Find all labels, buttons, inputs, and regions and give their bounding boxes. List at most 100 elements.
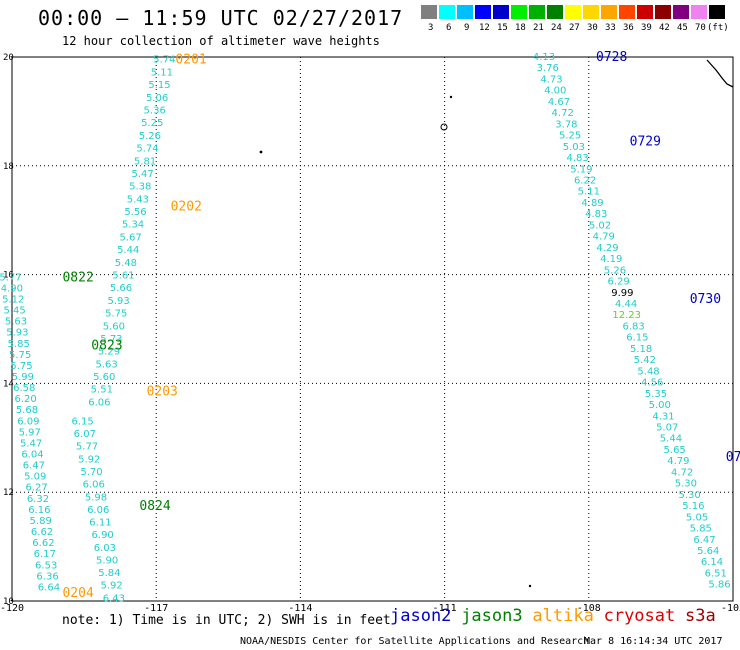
swh-value: 5.97 (19, 427, 41, 438)
swh-value: 6.20 (14, 394, 36, 405)
generated-timestamp: Mar 8 16:14:34 UTC 2017 (584, 636, 723, 647)
island (440, 123, 448, 131)
swh-value: 5.90 (96, 555, 118, 566)
swh-value: 5.81 (134, 156, 156, 167)
swh-value: 6.15 (626, 333, 648, 344)
scale-label: 33 (605, 23, 616, 33)
swh-value: 5.75 (105, 309, 127, 320)
track-time-label: 0823 (91, 338, 122, 353)
legend-entry-jason2: jason2 (390, 606, 452, 626)
swh-value: 6.07 (74, 429, 96, 440)
swh-value: 4.19 (600, 254, 622, 265)
legend-entry-altika: altika (532, 606, 594, 626)
swh-value: 5.11 (578, 187, 600, 198)
scale-swatch (619, 5, 635, 19)
swh-value: 5.66 (110, 283, 132, 294)
swh-value: 6.36 (36, 571, 58, 582)
swh-value: 4.56 (641, 378, 663, 389)
swh-value: 5.70 (80, 467, 102, 478)
scale-label: 70 (695, 23, 706, 33)
scale-swatch (475, 5, 491, 19)
coastline (706, 59, 734, 88)
x-tick-label: -111 (433, 603, 457, 614)
scale-swatch (421, 5, 437, 19)
scale-swatch (583, 5, 599, 19)
swh-value: 6.90 (92, 530, 114, 541)
footer-note: note: 1) Time is in UTC; 2) SWH is in fe… (62, 613, 391, 628)
swh-value: 5.26 (139, 131, 161, 142)
x-tick-label: -117 (144, 603, 168, 614)
map-title: 00:00 — 11:59 UTC 02/27/2017 (38, 6, 404, 30)
swh-value: 4.00 (544, 86, 566, 97)
x-tick-label: -114 (288, 603, 312, 614)
swh-value: 5.18 (630, 344, 652, 355)
scale-label: 27 (569, 23, 580, 33)
swh-value: 6.15 (71, 416, 93, 427)
swh-value: 6.53 (35, 560, 57, 571)
x-tick-label: -105 (721, 603, 740, 614)
swh-value: 5.03 (563, 142, 585, 153)
swh-value: 5.44 (117, 245, 139, 256)
swh-value: 4.89 (581, 198, 603, 209)
scale-swatch (637, 5, 653, 19)
scale-swatch (655, 5, 671, 19)
swh-value: 5.75 (10, 361, 32, 372)
island (528, 584, 532, 588)
swh-value: 5.61 (112, 271, 134, 282)
swh-value: 4.79 (667, 456, 689, 467)
swh-value: 4.72 (552, 108, 574, 119)
swh-value: 3.76 (537, 63, 559, 74)
swh-value: 5.63 (5, 317, 27, 328)
swh-value: 5.09 (24, 472, 46, 483)
swh-value: 5.89 (30, 516, 52, 527)
swh-value: 5.19 (570, 164, 592, 175)
x-tick-label: -120 (0, 603, 24, 614)
swh-value: 5.86 (708, 580, 730, 591)
scale-swatch (673, 5, 689, 19)
swh-value: 6.22 (574, 175, 596, 186)
swh-value: 12.23 (612, 310, 641, 321)
swh-value: 4.44 (615, 299, 637, 310)
y-tick-label: 12 (3, 488, 14, 498)
y-tick-label: 14 (3, 379, 14, 389)
swh-value: 5.77 (0, 272, 22, 283)
swh-value: 4.90 (1, 283, 23, 294)
swh-value: 4.31 (652, 411, 674, 422)
swh-value: 6.47 (693, 535, 715, 546)
swh-value: 5.25 (559, 131, 581, 142)
swh-value: 5.56 (124, 207, 146, 218)
legend-entry-s3a: s3a (685, 606, 716, 626)
swh-value: 5.26 (604, 265, 626, 276)
swh-value: 5.47 (132, 169, 154, 180)
swh-value: 6.51 (705, 568, 727, 579)
scale-swatch (439, 5, 455, 19)
swh-value: 5.68 (16, 405, 38, 416)
swh-value: 5.60 (103, 321, 125, 332)
swh-value: 3.78 (555, 119, 577, 130)
swh-value: 6.47 (23, 461, 45, 472)
map-frame (11, 56, 734, 602)
swh-value: 5.29 (98, 347, 120, 358)
legend-entry-jason3: jason3 (461, 606, 523, 626)
swh-value: 5.15 (148, 80, 170, 91)
swh-value: 5.74 (136, 144, 158, 155)
swh-value: 5.36 (144, 105, 166, 116)
swh-value: 6.43 (103, 593, 125, 604)
scale-label: 39 (641, 23, 652, 33)
swh-value: 6.06 (83, 480, 105, 491)
track-time-label: 0201 (175, 53, 206, 68)
swh-value: 5.48 (115, 258, 137, 269)
swh-value: 5.34 (122, 220, 144, 231)
scale-swatch (565, 5, 581, 19)
swh-value: 6.27 (25, 483, 47, 494)
swh-value: 4.73 (540, 74, 562, 85)
swh-value: 5.77 (76, 442, 98, 453)
y-tick-label: 20 (3, 53, 14, 63)
swh-value: 6.64 (38, 582, 60, 593)
track-time-label: 0822 (62, 270, 93, 285)
swh-value: 6.09 (17, 416, 39, 427)
swh-value: 5.11 (151, 67, 173, 78)
swh-value: 5.65 (664, 445, 686, 456)
x-tick-label: -108 (577, 603, 601, 614)
swh-value: 4.29 (596, 243, 618, 254)
